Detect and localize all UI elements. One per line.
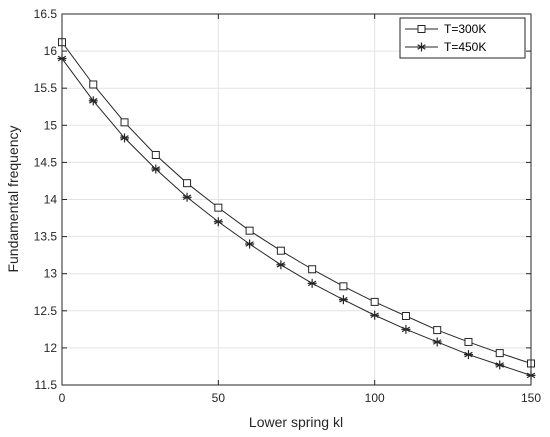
y-tick-label: 13 <box>44 267 58 281</box>
y-tick-label: 15.5 <box>34 81 58 95</box>
axis-ticks: 0 50 100 150 11.5 12 12.5 13 13.5 14 14.5 15 15.5 16 1… <box>34 7 542 405</box>
x-tick-label: 150 <box>521 391 541 405</box>
y-tick-label: 14.5 <box>34 155 58 169</box>
square-marker <box>214 203 223 212</box>
series-line <box>61 41 532 364</box>
asterisk-marker <box>88 96 98 106</box>
y-tick-label: 11.5 <box>35 378 58 392</box>
y-tick-label: 16 <box>44 44 58 58</box>
square-marker <box>308 265 317 274</box>
series-line <box>61 58 532 376</box>
y-tick-label: 13.5 <box>34 230 58 244</box>
asterisk-marker <box>120 133 130 143</box>
legend-label: T=450K <box>444 40 486 54</box>
legend-item: T=300K <box>405 22 486 36</box>
asterisk-marker <box>495 360 505 370</box>
y-axis-title: Fundamental frequency <box>5 125 21 272</box>
legend-box <box>399 17 526 59</box>
x-tick-label: 0 <box>59 391 66 405</box>
asterisk-marker <box>370 310 380 320</box>
asterisk-marker <box>401 324 411 334</box>
series-1 <box>58 38 535 368</box>
legend-item: T=450K <box>405 40 486 54</box>
asterisk-marker <box>213 217 223 227</box>
y-tick-label: 14 <box>44 193 58 207</box>
square-marker <box>245 226 254 235</box>
legend-square-marker <box>417 25 426 33</box>
asterisk-marker <box>151 164 161 174</box>
square-marker <box>89 80 98 89</box>
square-marker <box>120 118 129 127</box>
square-marker <box>276 246 285 255</box>
y-tick-label: 12 <box>44 341 58 355</box>
asterisk-marker <box>182 192 192 202</box>
legend: T=300K T=450K <box>399 17 526 59</box>
square-marker <box>401 311 410 320</box>
series-layer <box>57 38 536 380</box>
square-marker <box>464 337 473 346</box>
y-tick-label: 15 <box>44 118 58 132</box>
y-tick-label: 16.5 <box>34 7 58 21</box>
square-marker <box>151 150 160 159</box>
x-axis-title: Lower spring kl <box>249 414 343 430</box>
legend-label: T=300K <box>444 22 486 36</box>
asterisk-marker <box>432 337 442 347</box>
x-tick-label: 50 <box>212 391 226 405</box>
square-marker <box>433 326 442 335</box>
x-tick-label: 100 <box>365 391 385 405</box>
square-marker <box>370 297 379 306</box>
asterisk-marker <box>245 239 255 249</box>
square-marker <box>339 282 348 291</box>
square-marker <box>183 179 192 188</box>
legend-asterisk-marker <box>417 42 426 52</box>
asterisk-marker <box>463 350 473 360</box>
y-tick-label: 12.5 <box>34 304 58 318</box>
asterisk-marker <box>338 295 348 305</box>
asterisk-marker <box>276 260 286 270</box>
square-marker <box>495 349 504 358</box>
asterisk-marker <box>307 278 317 288</box>
